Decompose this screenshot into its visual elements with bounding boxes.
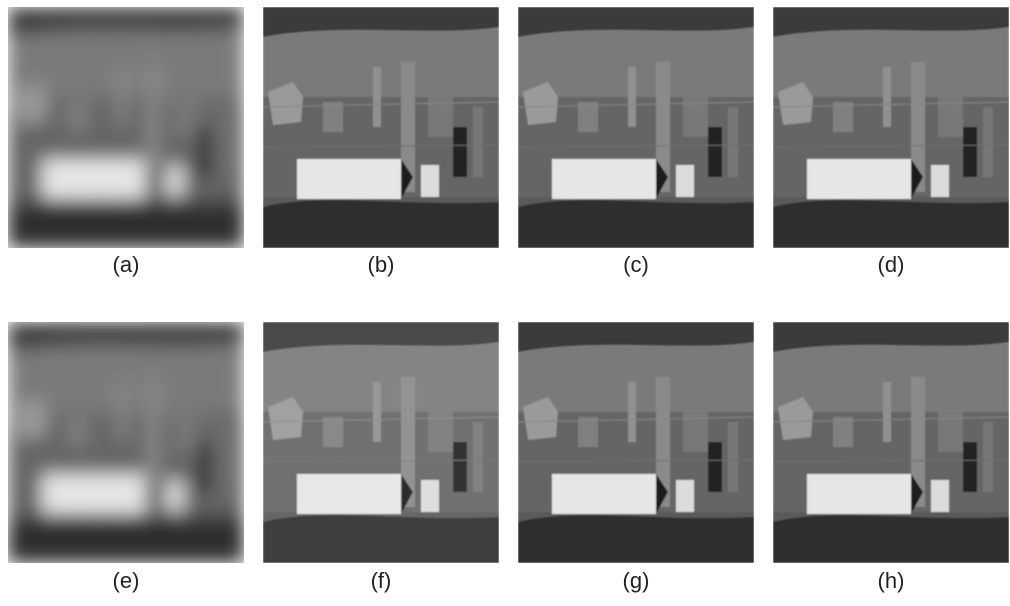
panel-label: (e) — [113, 568, 140, 593]
image-panel — [263, 7, 499, 248]
panel-label: (b) — [368, 252, 395, 277]
image-panel — [8, 7, 244, 248]
panel-image — [773, 322, 1009, 563]
panel-label: (h) — [878, 568, 905, 593]
panel-image — [263, 322, 499, 563]
image-panel — [518, 322, 754, 563]
image-panel — [8, 322, 244, 563]
panel-label: (c) — [623, 252, 649, 277]
image-panel — [773, 7, 1009, 248]
panel-image — [773, 7, 1009, 248]
panel-label: (a) — [113, 252, 140, 277]
panel-label: (f) — [371, 568, 392, 593]
panel-image — [8, 322, 244, 563]
figure: (a) (b) (c) (d) (e) (f) (g) (h) — [0, 0, 1010, 606]
image-panel — [263, 322, 499, 563]
panel-image — [518, 322, 754, 563]
panel-label: (d) — [878, 252, 905, 277]
panel-image — [518, 7, 754, 248]
panel-image — [8, 7, 244, 248]
panel-grid: (a) (b) (c) (d) (e) (f) (g) (h) — [8, 7, 1009, 593]
panel-image — [263, 7, 499, 248]
panel-label: (g) — [623, 568, 650, 593]
image-panel — [773, 322, 1009, 563]
image-panel — [518, 7, 754, 248]
